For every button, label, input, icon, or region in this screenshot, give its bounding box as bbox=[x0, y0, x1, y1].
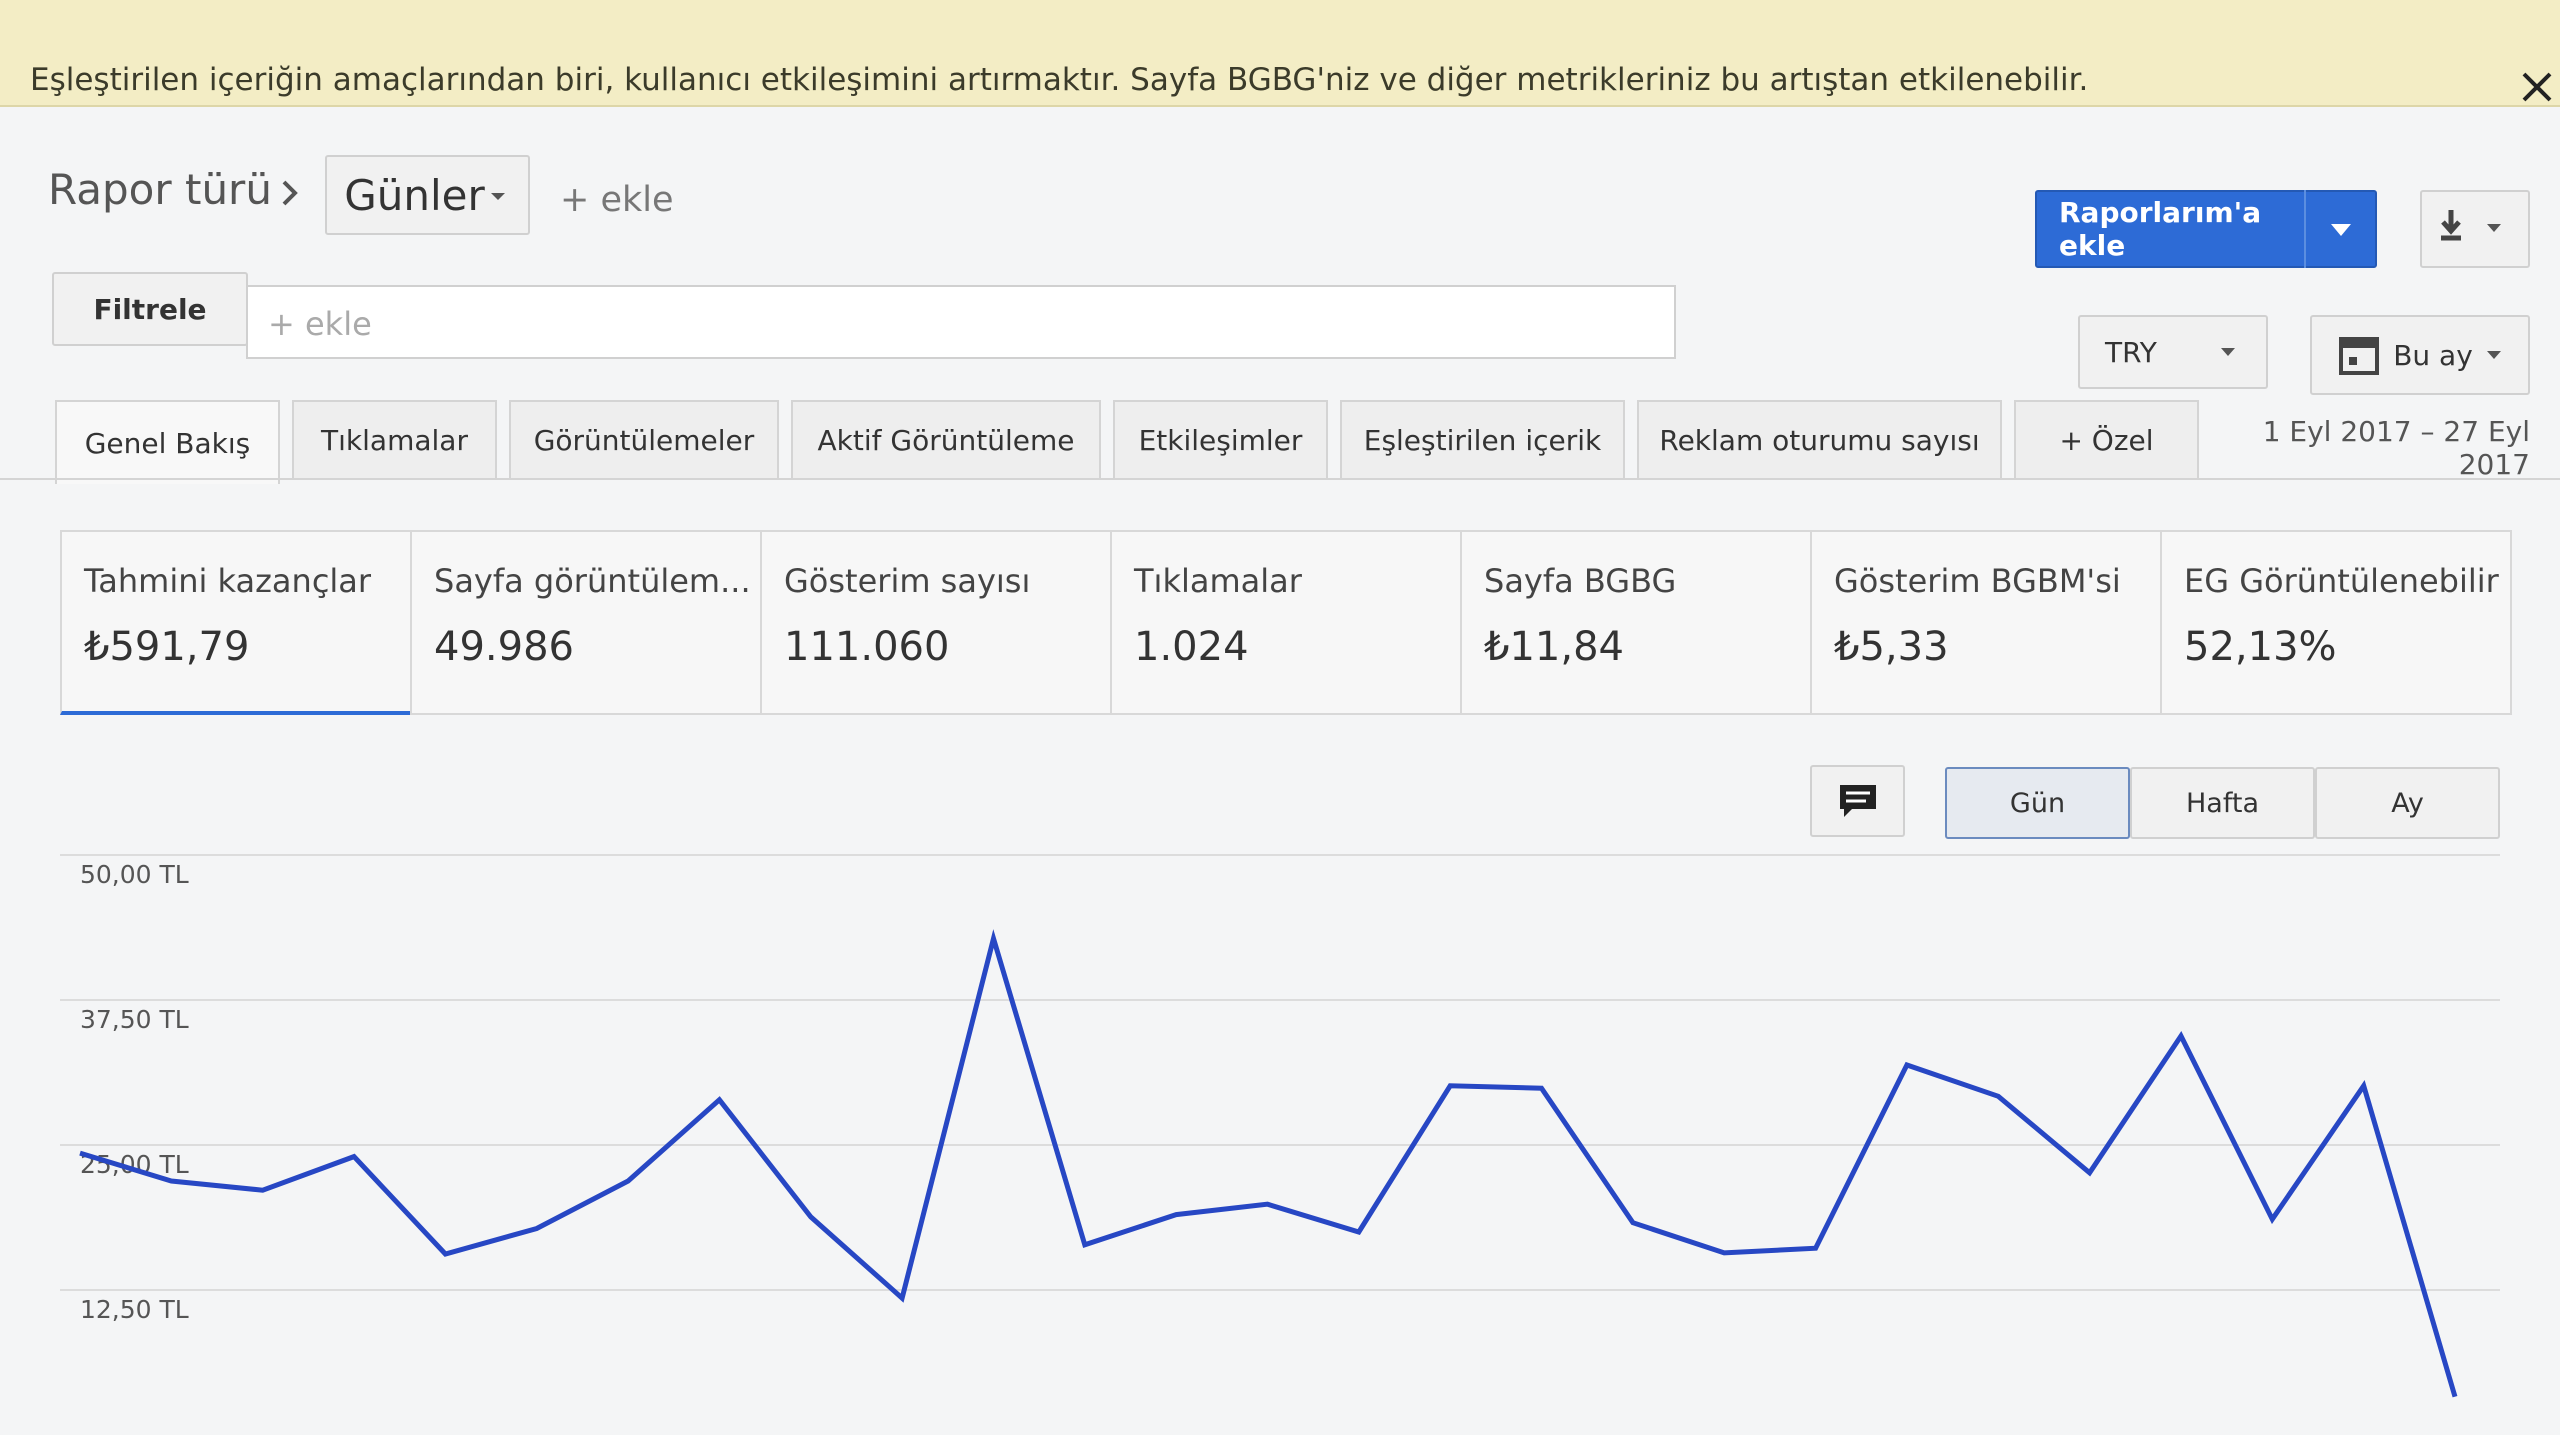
caret bbox=[2304, 190, 2352, 268]
metric-value: ₺5,33 bbox=[1834, 624, 1949, 670]
filter-button[interactable]: Filtrele bbox=[52, 272, 248, 346]
metric-label: EG Görüntülenebilir bbox=[2184, 562, 2499, 600]
caret bbox=[2486, 351, 2501, 359]
add-to-reports-button[interactable]: Raporlarım'a ekle bbox=[2035, 190, 2377, 268]
tab[interactable]: Genel Bakış bbox=[55, 400, 280, 484]
metric-card[interactable]: Sayfa görüntülem... 49.986 bbox=[410, 530, 762, 715]
tab[interactable]: Aktif Görüntüleme bbox=[791, 400, 1101, 478]
tab[interactable]: Eşleştirilen içerik bbox=[1340, 400, 1625, 478]
currency-dropdown[interactable]: TRY bbox=[2078, 315, 2268, 389]
caret bbox=[490, 193, 505, 200]
tab-label: Reklam oturumu sayısı bbox=[1659, 423, 1980, 457]
tab[interactable]: + Özel bbox=[2014, 400, 2199, 478]
metric-label: Gösterim BGBM'si bbox=[1834, 562, 2121, 600]
filter-input[interactable]: + ekle bbox=[246, 285, 1676, 359]
caret bbox=[2221, 348, 2235, 356]
date-preset-text: Bu ay bbox=[2393, 338, 2473, 372]
download-button[interactable] bbox=[2420, 190, 2530, 268]
tab-label: Etkileşimler bbox=[1138, 423, 1303, 457]
annotation-button[interactable] bbox=[1810, 765, 1905, 837]
notification-bar: Eşleştirilen içeriğin amaçlarından biri,… bbox=[0, 0, 2560, 107]
tab[interactable]: Görüntülemeler bbox=[509, 400, 779, 478]
metric-card[interactable]: Tıklamalar 1.024 bbox=[1110, 530, 1462, 715]
tab[interactable]: Reklam oturumu sayısı bbox=[1637, 400, 2002, 478]
tab-label: Tıklamalar bbox=[321, 423, 468, 457]
download-icon bbox=[2441, 210, 2501, 241]
granularity-label: Hafta bbox=[2185, 787, 2259, 819]
calendar-icon bbox=[2339, 337, 2380, 375]
metric-card[interactable]: Gösterim sayısı 111.060 bbox=[760, 530, 1112, 715]
tab-label: Eşleştirilen içerik bbox=[1363, 423, 1602, 457]
metric-value: 49.986 bbox=[434, 624, 574, 670]
filter-placeholder: + ekle bbox=[268, 305, 372, 343]
tab-label: Görüntülemeler bbox=[533, 423, 755, 457]
chevron bbox=[282, 180, 298, 206]
metric-card[interactable]: EG Görüntülenebilir 52,13% bbox=[2160, 530, 2512, 715]
tab-label: + Özel bbox=[2059, 423, 2154, 457]
granularity-label: Gün bbox=[2009, 787, 2066, 819]
tab-label: Genel Bakış bbox=[84, 426, 251, 460]
tab-divider bbox=[0, 478, 2560, 480]
chart: 12,50 TL 25,00 TL 37,50 TL 50,00 TL bbox=[60, 854, 2500, 1398]
dimension-dropdown[interactable]: Günler bbox=[325, 155, 530, 235]
metric-card[interactable]: Gösterim BGBM'si ₺5,33 bbox=[1810, 530, 2162, 715]
metric-label: Sayfa BGBG bbox=[1484, 562, 1677, 600]
add-dimension[interactable]: + ekle bbox=[560, 180, 674, 220]
metric-value: 52,13% bbox=[2184, 624, 2337, 670]
y-tick-label: 25,00 TL bbox=[80, 1150, 189, 1179]
tab[interactable]: Tıklamalar bbox=[292, 400, 497, 478]
metric-label: Gösterim sayısı bbox=[784, 562, 1031, 600]
notification-text: Eşleştirilen içeriğin amaçlarından biri,… bbox=[30, 62, 2089, 98]
currency-text: TRY bbox=[2105, 335, 2157, 369]
y-tick-label: 50,00 TL bbox=[80, 860, 189, 889]
close-button[interactable] bbox=[2520, 70, 2554, 104]
line-series bbox=[79, 929, 2458, 1398]
metric-card[interactable]: Sayfa BGBG ₺11,84 bbox=[1460, 530, 1812, 715]
granularity-button[interactable]: Ay bbox=[2315, 767, 2500, 839]
date-range: 1 Eyl 2017 – 27 Eyl 2017 bbox=[2262, 415, 2530, 481]
tab-label: Aktif Görüntüleme bbox=[817, 423, 1075, 457]
metric-value: ₺591,79 bbox=[84, 624, 250, 670]
tab[interactable]: Etkileşimler bbox=[1113, 400, 1328, 478]
add-to-reports-text: Raporlarım'a ekle bbox=[2059, 196, 2262, 262]
report-type-label: Rapor türü bbox=[48, 165, 272, 214]
granularity-button[interactable]: Gün bbox=[1945, 767, 2130, 839]
metric-label: Sayfa görüntülem... bbox=[434, 562, 751, 600]
metric-value: ₺11,84 bbox=[1484, 624, 1624, 670]
comment-icon bbox=[1839, 785, 1876, 817]
y-tick-label: 37,50 TL bbox=[80, 1005, 189, 1034]
metric-value: 1.024 bbox=[1134, 624, 1249, 670]
y-tick-label: 12,50 TL bbox=[80, 1295, 189, 1324]
date-preset-dropdown[interactable]: Bu ay bbox=[2310, 315, 2530, 395]
metric-card[interactable]: Tahmini kazançlar ₺591,79 bbox=[60, 530, 412, 715]
dimension-text: Günler bbox=[344, 170, 485, 220]
metric-label: Tıklamalar bbox=[1134, 562, 1302, 600]
metric-value: 111.060 bbox=[784, 624, 950, 670]
metric-label: Tahmini kazançlar bbox=[84, 562, 372, 600]
granularity-label: Ay bbox=[2391, 787, 2424, 819]
granularity-button[interactable]: Hafta bbox=[2130, 767, 2315, 839]
filter-label: Filtrele bbox=[93, 292, 207, 326]
